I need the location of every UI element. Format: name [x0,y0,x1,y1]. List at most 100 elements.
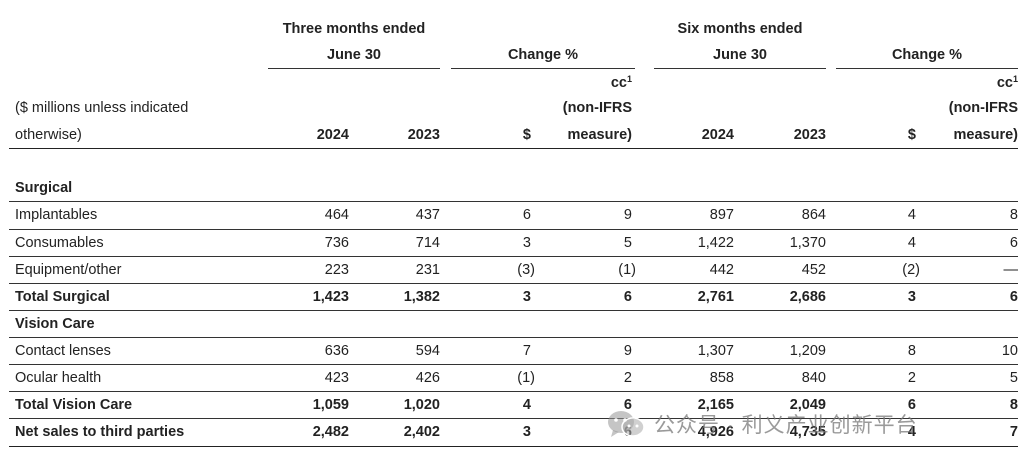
cell-q2023: 594 [415,343,440,359]
cell-h-cc: 8 [1009,207,1018,223]
col-2024-6m: 2024 [701,127,734,143]
row-divider [9,391,1018,392]
cell-q-cc: 2 [623,370,632,386]
col-2023-6m: 2023 [793,127,826,143]
row-label: Implantables [15,207,98,223]
cell-h-cc: 5 [1009,370,1018,386]
row-label: Equipment/other [15,262,122,278]
cell-h2024: 858 [709,370,734,386]
row-divider [9,256,1018,257]
table-row-implantables: Implantables 464 437 6 9 897 864 4 8 [0,202,1036,229]
cell-h2023: 864 [801,207,826,223]
table-row-consumables: Consumables 736 714 3 5 1,422 1,370 4 6 [0,230,1036,257]
cell-h2023: 840 [801,370,826,386]
change-pct-underline-3m [451,68,635,69]
row-divider [9,283,1018,284]
three-months-date: June 30 [327,47,381,63]
wechat-logo-icon [606,409,646,439]
cell-h2024: 2,165 [697,397,734,413]
three-months-header: Three months ended [282,21,426,37]
three-months-underline [268,68,440,69]
cell-h2023: 1,370 [789,235,826,251]
six-months-header: Six months ended [677,21,803,37]
row-divider [9,364,1018,365]
change-pct-underline-6m [836,68,1018,69]
cell-q-usd: 3 [522,424,531,440]
cell-q2024: 464 [324,207,349,223]
cc-header-3m: cc1 [560,74,632,92]
cell-q2023: 231 [415,262,440,278]
header-rule [9,148,1018,149]
footnote-ref: 1 [1012,74,1018,84]
cell-q2024: 223 [324,262,349,278]
table-row-total-surgical: Total Surgical 1,423 1,382 3 6 2,761 2,6… [0,284,1036,311]
cell-h-cc: 10 [1001,343,1018,359]
row-label: Ocular health [15,370,102,386]
col-usd-6m: $ [907,127,916,143]
row-label: Contact lenses [15,343,111,359]
table-row-ocular-health: Ocular health 423 426 (1) 2 858 840 2 5 [0,365,1036,392]
cell-q-cc: 6 [623,289,632,305]
cell-h-usd: 3 [907,289,916,305]
cell-h2023: 1,209 [789,343,826,359]
cell-q-usd: 6 [522,207,531,223]
cell-q-cc: 5 [623,235,632,251]
cell-h2023: 4,735 [789,424,826,440]
cell-h-usd: (2) [902,262,920,278]
cell-q-cc: 6 [623,397,632,413]
cell-h-cc: 6 [1009,289,1018,305]
cell-q2024: 1,423 [312,289,349,305]
six-months-date: June 30 [713,47,767,63]
cell-q2024: 736 [324,235,349,251]
cell-h2023: 2,049 [789,397,826,413]
cell-q-usd: (1) [517,370,535,386]
cell-h-cc: 8 [1009,397,1018,413]
cell-q-usd: 3 [522,235,531,251]
watermark-text: 公众号 · 利义产业创新平台 [654,414,918,437]
units-label-line1: ($ millions unless indicated [15,100,189,116]
row-label: Total Vision Care [15,397,133,413]
cell-q-usd: (3) [517,262,535,278]
cell-q2024: 423 [324,370,349,386]
non-ifrs-header-3m: (non-IFRS [562,100,632,116]
col-2024-3m: 2024 [316,127,349,143]
cell-q2024: 636 [324,343,349,359]
table-bottom-rule [9,446,1018,447]
cell-q-usd: 4 [522,397,531,413]
cc-label: cc [610,75,627,91]
cell-h2024: 442 [709,262,734,278]
cell-q2023: 1,382 [403,289,440,305]
col-usd-3m: $ [522,127,531,143]
col-2023-3m: 2023 [407,127,440,143]
cell-q2023: 2,402 [403,424,440,440]
cell-h-cc: 7 [1009,424,1018,440]
change-pct-header-6m: Change % [891,47,963,63]
cell-q2023: 437 [415,207,440,223]
table-row-equipment: Equipment/other 223 231 (3) (1) 442 452 … [0,257,1036,284]
measure-header-6m: measure) [953,127,1018,143]
row-label: Consumables [15,235,104,251]
cell-h-usd: 4 [907,235,916,251]
change-pct-header-3m: Change % [507,47,579,63]
non-ifrs-header-6m: (non-IFRS [948,100,1018,116]
cell-h2023: 2,686 [789,289,826,305]
cell-h2024: 897 [709,207,734,223]
footnote-ref: 1 [626,74,632,84]
row-label: Total Surgical [15,289,110,305]
row-divider [9,310,1018,311]
cell-q-usd: 3 [522,289,531,305]
watermark: 公众号 · 利义产业创新平台 [606,408,918,440]
row-divider [9,201,1018,202]
cell-h-usd: 6 [907,397,916,413]
section-label: Surgical [15,180,73,196]
table-row-contact-lenses: Contact lenses 636 594 7 9 1,307 1,209 8… [0,338,1036,365]
row-divider [9,418,1018,419]
cell-h2024: 4,926 [697,424,734,440]
row-divider [9,337,1018,338]
cell-h-usd: 2 [907,370,916,386]
cell-q2024: 1,059 [312,397,349,413]
cell-q2024: 2,482 [312,424,349,440]
row-label: Net sales to third parties [15,424,185,440]
cell-q2023: 1,020 [403,397,440,413]
cell-h-usd: 4 [907,424,916,440]
